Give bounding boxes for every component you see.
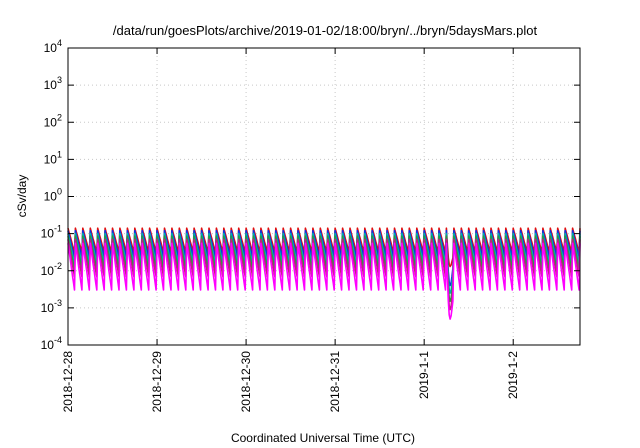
- series-line: [67, 229, 581, 287]
- x-tick-label: 2018-12-29: [150, 351, 164, 413]
- y-tick-label: 10-1: [41, 224, 62, 241]
- series-line: [67, 238, 581, 311]
- series-line: [67, 235, 581, 303]
- x-tick-label: 2018-12-28: [61, 351, 75, 413]
- y-tick-label: 10-4: [41, 335, 62, 352]
- x-axis-label: Coordinated Universal Time (UTC): [231, 431, 415, 445]
- series-line: [67, 242, 581, 320]
- y-tick-label: 101: [44, 149, 62, 166]
- x-tick-label: 2018-12-30: [239, 351, 253, 413]
- x-tick-label: 2018-12-31: [328, 351, 342, 413]
- series-line: [67, 232, 581, 294]
- y-tick-label: 10-3: [41, 298, 62, 315]
- x-tick-label: 2019-1-2: [506, 351, 520, 399]
- y-tick-label: 100: [44, 187, 62, 204]
- y-axis-label: cSv/day: [15, 175, 29, 218]
- grid: [68, 48, 580, 345]
- chart-title: /data/run/goesPlots/archive/2019-01-02/1…: [113, 23, 538, 38]
- y-tick-label: 104: [44, 38, 62, 55]
- x-axis: 2018-12-28 2018-12-29 2018-12-30 2018-12-31…: [61, 48, 520, 412]
- series-group: [67, 227, 581, 320]
- y-tick-label: 102: [44, 112, 62, 129]
- y-tick-label: 10-2: [41, 261, 62, 278]
- x-tick-label: 2019-1-1: [417, 351, 431, 399]
- y-axis: 10-4 10-3 10-2 10-1 100 101 102 103 104: [41, 38, 580, 352]
- y-tick-label: 103: [44, 75, 62, 92]
- series-line: [67, 227, 581, 268]
